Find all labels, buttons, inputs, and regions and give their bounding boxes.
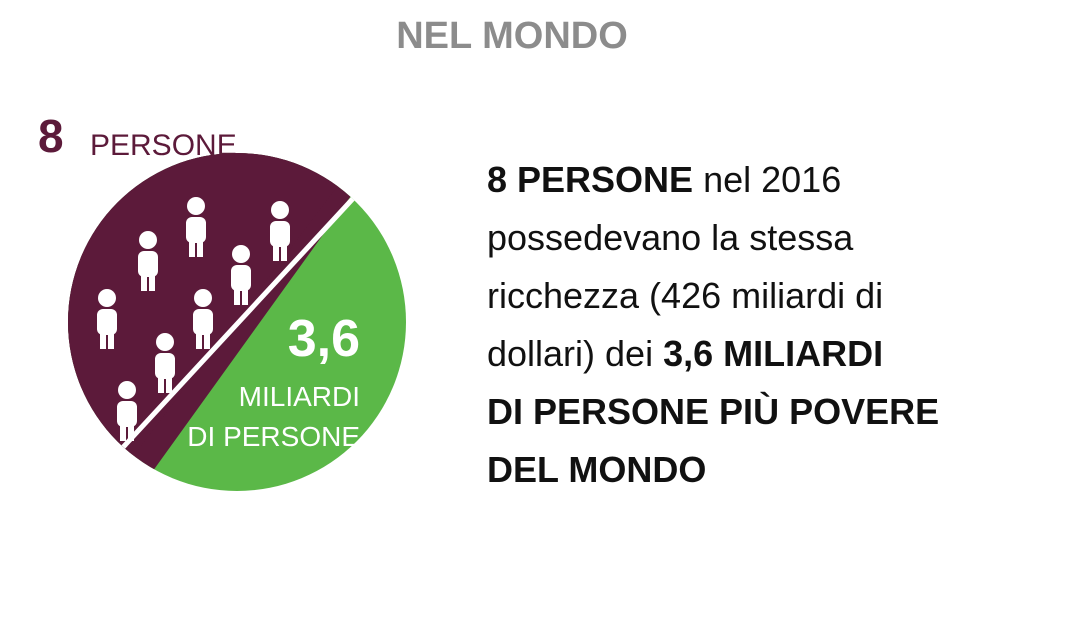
text-line: ricchezza (426 miliardi di bbox=[487, 275, 883, 316]
text-segment: nel 2016 bbox=[693, 159, 841, 200]
bold-text: DEL MONDO bbox=[487, 449, 706, 490]
green-label: MILIARDI bbox=[239, 381, 360, 412]
paragraph: 8 PERSONE nel 2016 possedevano la stessa r… bbox=[487, 159, 939, 490]
top-number: 8 bbox=[38, 110, 64, 162]
bold-text: 8 PERSONE bbox=[487, 159, 693, 200]
text-line: 8 PERSONE nel 2016 bbox=[487, 159, 841, 200]
divider bbox=[100, 176, 374, 472]
green-label: DI PERSONE bbox=[187, 421, 360, 452]
text-line: DI PERSONE PIÙ POVERE bbox=[487, 390, 939, 432]
title: NEL MONDO bbox=[396, 15, 628, 57]
circle bbox=[68, 153, 406, 491]
green-number: 3,6 bbox=[288, 310, 360, 368]
text-line: dollari) dei 3,6 MILIARDI bbox=[487, 333, 883, 374]
text-line: possedevano la stessa bbox=[487, 217, 854, 258]
bold-text: DI PERSONE PIÙ POVERE bbox=[487, 390, 939, 432]
text-line: DEL MONDO bbox=[487, 449, 706, 490]
bold-text: 3,6 MILIARDI bbox=[663, 333, 883, 374]
text-segment: possedevano la stessa bbox=[487, 217, 854, 258]
text-segment: dollari) dei bbox=[487, 333, 663, 374]
text-segment: ricchezza (426 miliardi di bbox=[487, 275, 883, 316]
